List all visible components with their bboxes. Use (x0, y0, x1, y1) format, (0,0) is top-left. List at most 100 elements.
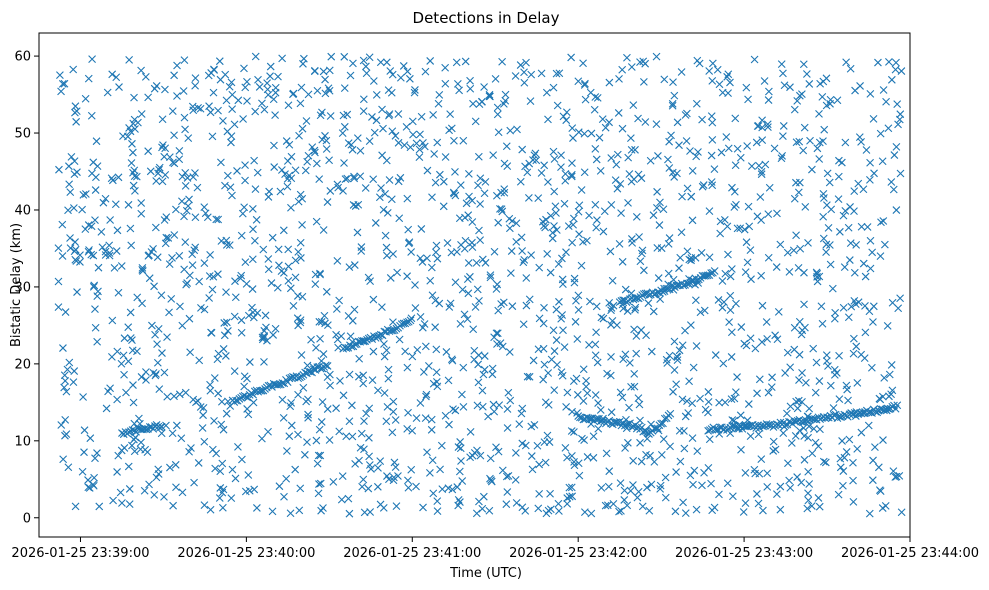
data-point (518, 404, 527, 413)
data-point (452, 58, 461, 67)
data-point (172, 205, 180, 214)
data-point (181, 238, 190, 247)
data-point (677, 228, 686, 237)
data-point (779, 132, 787, 140)
data-point (685, 377, 693, 386)
data-point (206, 505, 215, 514)
data-point (752, 138, 761, 147)
data-point (647, 347, 656, 356)
data-point (240, 203, 249, 212)
data-point (527, 70, 536, 79)
data-point (451, 191, 460, 200)
data-point (517, 233, 526, 242)
data-point (312, 159, 321, 168)
data-point (457, 240, 465, 249)
data-point (380, 389, 389, 397)
data-point (125, 500, 134, 509)
data-point (567, 483, 576, 492)
data-point (753, 122, 762, 131)
data-point (348, 432, 357, 441)
data-point (85, 246, 93, 254)
data-point (470, 448, 479, 457)
data-point (486, 92, 494, 101)
data-point (81, 225, 90, 234)
data-point (831, 308, 840, 317)
data-point (170, 71, 179, 80)
data-point (563, 453, 571, 462)
data-point (626, 134, 635, 143)
data-point (405, 238, 414, 247)
data-point (876, 487, 885, 496)
data-point (349, 59, 357, 68)
data-point (210, 374, 219, 382)
data-point (670, 173, 679, 181)
track-point (309, 365, 318, 374)
data-point (153, 358, 162, 367)
data-point (625, 359, 634, 367)
data-point (535, 314, 544, 323)
data-point (618, 124, 627, 133)
data-point (388, 70, 397, 79)
data-point (287, 203, 295, 212)
data-point (762, 318, 771, 326)
data-point (665, 351, 674, 360)
data-point (847, 302, 856, 311)
data-point (78, 205, 87, 214)
data-point (461, 213, 469, 222)
data-point (435, 170, 444, 179)
data-point (772, 490, 781, 499)
data-point (783, 409, 791, 418)
data-point (596, 406, 605, 414)
data-point (85, 484, 94, 492)
track-point (242, 393, 251, 401)
data-point (64, 463, 73, 472)
data-point (781, 369, 790, 377)
data-point (574, 128, 583, 137)
data-point (65, 358, 74, 367)
track-point (593, 415, 602, 424)
data-point (222, 409, 231, 418)
data-point (485, 90, 494, 99)
data-point (404, 476, 412, 485)
data-point (581, 79, 589, 88)
track-point (883, 404, 892, 413)
data-point (473, 285, 482, 294)
data-point (739, 508, 748, 516)
data-point (822, 357, 831, 365)
data-point (318, 135, 327, 144)
data-point (552, 336, 561, 344)
data-point (404, 225, 413, 234)
data-point (774, 308, 783, 316)
data-point (191, 74, 200, 83)
data-point (93, 449, 101, 457)
data-point (527, 251, 536, 259)
data-point (614, 109, 623, 117)
data-point (793, 473, 802, 481)
data-point (79, 190, 88, 199)
data-point (181, 169, 190, 177)
data-point (638, 502, 647, 511)
data-point (346, 71, 355, 80)
data-point (346, 332, 355, 341)
data-point (787, 439, 796, 447)
data-point (326, 381, 335, 390)
data-point (472, 258, 481, 267)
data-point (637, 457, 646, 466)
track-point (157, 422, 166, 431)
data-point (446, 110, 455, 119)
data-point (518, 439, 527, 448)
track-point (340, 343, 349, 352)
data-point (591, 93, 600, 101)
data-point (804, 433, 812, 442)
data-point (742, 341, 751, 350)
data-point (630, 175, 638, 184)
data-point (383, 251, 391, 260)
data-point (160, 493, 168, 501)
data-point (478, 504, 487, 513)
track-point (576, 413, 584, 422)
data-point (160, 368, 169, 377)
data-point (793, 404, 802, 413)
data-point (555, 69, 564, 78)
data-point (412, 414, 421, 423)
data-point (647, 420, 655, 429)
